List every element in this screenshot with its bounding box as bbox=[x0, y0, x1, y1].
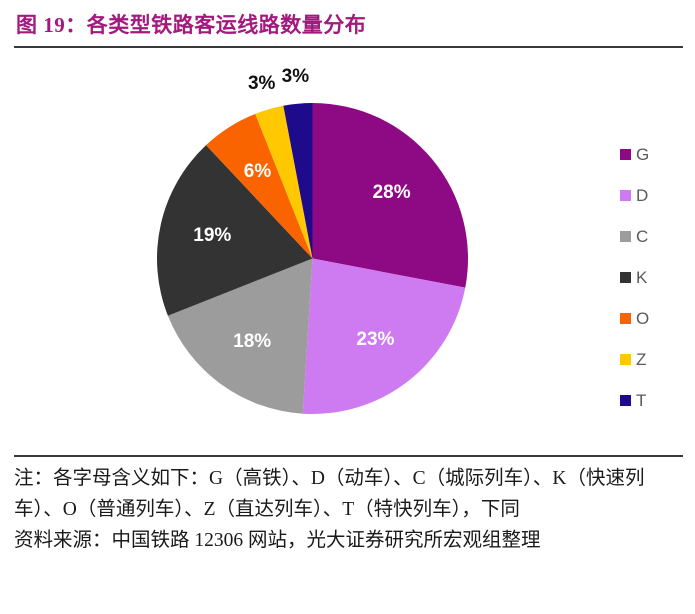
legend-item-label: Z bbox=[636, 350, 647, 369]
legend-swatch-icon bbox=[620, 313, 631, 324]
legend-item-o[interactable]: O bbox=[620, 298, 690, 339]
pie-slice-g[interactable] bbox=[312, 103, 469, 288]
pie-slice-d[interactable] bbox=[302, 258, 466, 414]
pie-slice-label-z: 3% bbox=[247, 72, 276, 94]
pie-slice-c[interactable] bbox=[167, 258, 313, 414]
legend-swatch-icon bbox=[620, 395, 631, 406]
legend-item-label: O bbox=[636, 309, 650, 328]
pie-slice-label-g: 28% bbox=[372, 182, 411, 204]
chart-legend: G D C K O Z T bbox=[620, 134, 690, 421]
legend-item-d[interactable]: D bbox=[620, 175, 690, 216]
pie-slice-label-t: 3% bbox=[281, 66, 310, 88]
pie-slice-t[interactable] bbox=[283, 103, 313, 259]
legend-item-label: D bbox=[636, 186, 649, 205]
legend-swatch-icon bbox=[620, 149, 631, 160]
pie-slice-label-k: 19% bbox=[193, 225, 232, 247]
legend-item-g[interactable]: G bbox=[620, 134, 690, 175]
legend-item-t[interactable]: T bbox=[620, 380, 690, 421]
pie-slice-o[interactable] bbox=[206, 113, 313, 259]
legend-item-z[interactable]: Z bbox=[620, 339, 690, 380]
pie-chart: 28% 23% 18% 19% 6% 3% 3% G D C K O Z T bbox=[0, 52, 695, 440]
legend-item-label: C bbox=[636, 227, 649, 246]
pie-slice-label-d: 23% bbox=[356, 328, 395, 350]
legend-swatch-icon bbox=[620, 272, 631, 283]
legend-item-k[interactable]: K bbox=[620, 257, 690, 298]
legend-item-c[interactable]: C bbox=[620, 216, 690, 257]
source-line: 资料来源：中国铁路 12306 网站，光大证券研究所宏观组整理 bbox=[14, 530, 541, 551]
legend-item-label: K bbox=[636, 268, 648, 287]
legend-item-label: T bbox=[636, 391, 647, 410]
legend-swatch-icon bbox=[620, 231, 631, 242]
pie-graphic: 28% 23% 18% 19% 6% 3% 3% bbox=[157, 66, 468, 414]
pie-svg bbox=[157, 103, 468, 414]
note-line: 注：各字母含义如下：G（高铁）、D（动车）、C（城际列车）、K（快速列车）、O（… bbox=[14, 468, 645, 520]
pie-slice-label-c: 18% bbox=[233, 330, 272, 352]
legend-item-label: G bbox=[636, 145, 650, 164]
page-title: 图 19：各类型铁路客运线路数量分布 bbox=[16, 13, 367, 37]
pie-slice-z[interactable] bbox=[255, 105, 313, 259]
pie-slice-label-o: 6% bbox=[243, 160, 272, 182]
title-divider bbox=[14, 46, 683, 48]
pie-slice-k[interactable] bbox=[157, 145, 313, 316]
legend-swatch-icon bbox=[620, 354, 631, 365]
footer-divider bbox=[14, 455, 683, 457]
figure-footnotes: 注：各字母含义如下：G（高铁）、D（动车）、C（城际列车）、K（快速列车）、O（… bbox=[14, 463, 686, 556]
legend-swatch-icon bbox=[620, 190, 631, 201]
